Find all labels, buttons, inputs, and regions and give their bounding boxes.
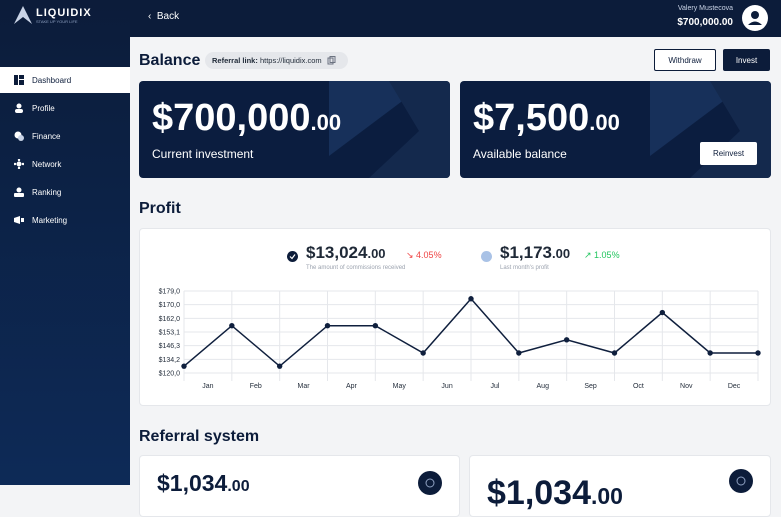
referral-label: Referral link: [212, 56, 258, 65]
point [707, 350, 713, 356]
point [468, 296, 474, 302]
card-amount: $700,000 [152, 97, 311, 139]
nav-label: Network [32, 159, 62, 169]
y-tick-label: $162,0 [159, 316, 181, 323]
stat-icon [481, 251, 492, 262]
card-label: Current investment [152, 147, 254, 161]
avatar[interactable] [742, 5, 768, 31]
referral-card: $1,034.00 [469, 455, 771, 517]
line-chart: $120,0 $134,2 $146,3 $153,1 $162,0 $170,0 $179… [159, 289, 761, 390]
y-tick-label: $146,3 [159, 343, 181, 350]
stat-amount: $13,024 [306, 243, 368, 262]
point [276, 363, 283, 369]
stat-change-value: 4.05% [416, 250, 442, 260]
stat-change: ↘ 4.05% [406, 250, 442, 260]
withdraw-button[interactable]: Withdraw [654, 49, 716, 71]
y-tick-label: $134,2 [159, 357, 181, 364]
x-tick-label: Feb [250, 383, 262, 390]
nav-item[interactable]: Marketing [0, 207, 130, 233]
referral-icon[interactable] [728, 468, 754, 494]
copy-icon [327, 56, 336, 65]
stat-change: ↗ 1.05% [584, 250, 620, 260]
x-tick-label: Sep [584, 383, 597, 390]
nav-label: Profile [32, 103, 55, 113]
y-tick-label: $179,0 [159, 289, 181, 296]
x-tick-label: Oct [633, 383, 644, 390]
point [420, 350, 426, 356]
nav-item[interactable]: Dashboard [0, 67, 130, 93]
nav-item[interactable]: Ranking [0, 179, 130, 205]
referral-cents: .00 [227, 478, 250, 495]
nav-label: Marketing [32, 215, 68, 225]
point [611, 350, 618, 356]
profit-title: Profit [139, 200, 181, 217]
tagline: STAKE UP YOUR LIFE [36, 19, 78, 24]
balance-title: Balance [139, 52, 201, 69]
x-tick-label: Jul [490, 383, 499, 390]
point [516, 350, 522, 356]
card-decoration [329, 81, 450, 178]
x-tick-label: Apr [346, 383, 358, 390]
referral-cents: .00 [591, 483, 623, 509]
card-label: Available balance [473, 147, 567, 161]
referral-amount: $1,034 [157, 470, 228, 496]
x-tick-label: Dec [728, 383, 741, 390]
point [755, 350, 761, 356]
y-tick-label: $170,0 [159, 302, 181, 309]
x-tick-label: Nov [680, 383, 693, 390]
nav-label: Dashboard [32, 75, 72, 85]
x-tick-label: Jan [202, 383, 213, 390]
referral-url: https://liquidix.com [259, 56, 322, 65]
point [181, 363, 187, 369]
stat-caption: The amount of commissions received [306, 265, 406, 271]
invest-button[interactable]: Invest [723, 49, 770, 71]
referral-amount: $1,034 [487, 474, 591, 512]
logo: LIQUIDIX [36, 7, 92, 19]
y-tick-label: $153,1 [159, 330, 181, 337]
x-tick-label: May [393, 383, 407, 390]
balance-card: $700,000.00 Current investment [139, 81, 450, 178]
point [324, 323, 331, 329]
x-tick-label: Aug [537, 383, 550, 390]
nav-label: Finance [32, 131, 61, 141]
logo-icon [14, 6, 32, 24]
user-name: Valery Mustecova [677, 5, 733, 12]
back-button[interactable]: ‹ Back [148, 11, 180, 22]
topbar: ‹ Back Valery Mustecova $700,000.00 [130, 0, 781, 37]
referral-title: Referral system [139, 428, 260, 445]
referral-icon[interactable] [417, 470, 443, 496]
stat-change-value: 1.05% [594, 250, 620, 260]
back-label: Back [156, 11, 180, 22]
point [659, 309, 666, 316]
point [372, 323, 379, 329]
stat-cents: .00 [367, 246, 386, 261]
nav-label: Ranking [32, 187, 62, 197]
stat-icon [287, 251, 298, 262]
nav-item[interactable]: Network [0, 151, 130, 177]
nav-item[interactable]: Finance [0, 123, 130, 149]
card-cents: .00 [310, 110, 342, 135]
x-tick-label: Jun [441, 383, 452, 390]
stat-cents: .00 [552, 246, 571, 261]
point [229, 323, 235, 329]
stat-amount: $1,173 [500, 243, 552, 262]
point [563, 337, 570, 343]
user-balance: $700,000.00 [677, 17, 733, 28]
card-cents: .00 [589, 110, 620, 135]
balance-card: $7,500.00 Available balance Reinvest [460, 81, 771, 178]
referral-pill[interactable]: Referral link: https://liquidix.com [205, 52, 348, 69]
card-amount: $7,500 [473, 97, 590, 139]
nav-item[interactable]: Profile [0, 95, 130, 121]
x-tick-label: Mar [298, 383, 311, 390]
sidebar: LIQUIDIX STAKE UP YOUR LIFE Dashboard Pr… [0, 0, 130, 485]
y-tick-label: $120,0 [159, 371, 181, 378]
referral-card: $1,034.00 [139, 455, 460, 517]
stat-caption: Last month's profit [500, 265, 549, 271]
reinvest-button[interactable]: Reinvest [700, 142, 757, 165]
profit-panel: $13,024.00 ↘ 4.05% The amount of commiss… [139, 228, 771, 406]
